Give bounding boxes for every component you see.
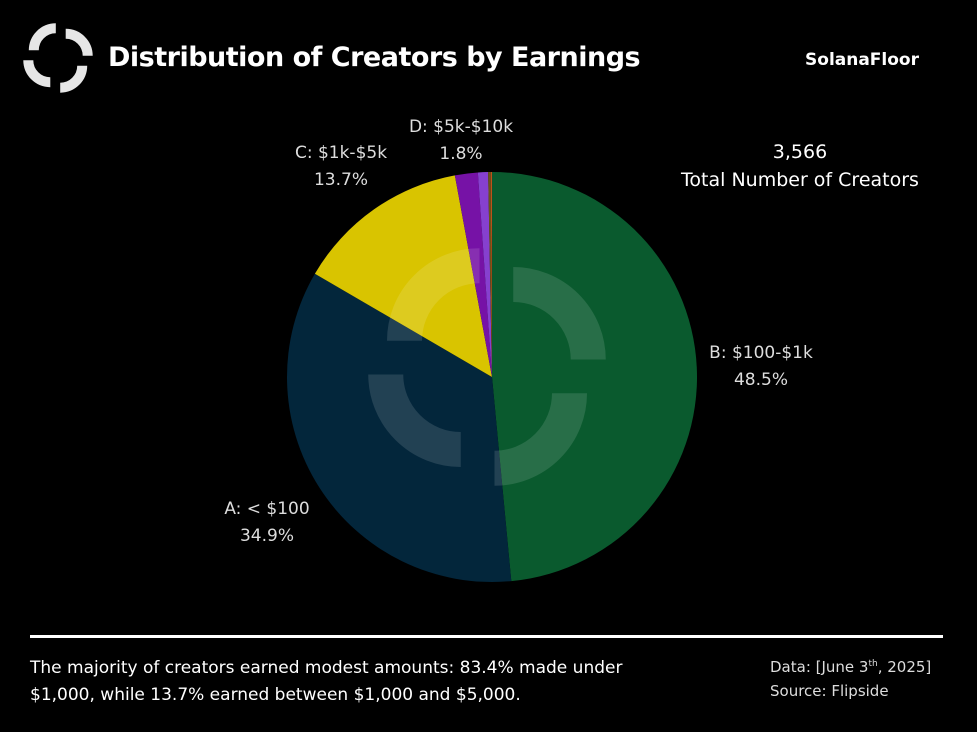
slice-label-d: D: $5k-$10k 1.8% [408, 117, 514, 164]
footer-note: The majority of creators earned modest a… [30, 658, 623, 705]
total-label: Total Number of Creators [681, 169, 919, 191]
pie-slice-5 [488, 172, 492, 377]
slice-label-a: A: < $100 34.9% [224, 499, 310, 546]
logo-arc [387, 248, 481, 342]
slice-label-c: C: $1k-$5k 13.7% [294, 143, 388, 190]
logo-arc [493, 392, 587, 486]
slice-label-b: B: $100-$1k 48.5% [709, 343, 813, 390]
pie-slice-2 [314, 175, 492, 377]
chart-title: Distribution of Creators by Earnings [108, 42, 641, 73]
data-source: Data: [June 3th, 2025] Source: Flipside [770, 652, 931, 703]
watermark-logo-icon [368, 248, 606, 486]
source-name: Source: Flipside [770, 682, 889, 700]
logo-arc [512, 267, 606, 361]
pie-slice-4 [477, 172, 492, 377]
pie-slice-1 [286, 273, 512, 582]
divider [30, 635, 943, 638]
brand-name: SolanaFloor [805, 50, 919, 70]
solanafloor-logo-icon [23, 23, 93, 93]
pie-chart [286, 171, 698, 582]
logo-arc [368, 373, 462, 467]
data-date: Data: [June 3th, 2025] [770, 658, 932, 676]
pie-slice-0 [492, 171, 698, 582]
logo-arc [28, 23, 57, 51]
logo-arc [59, 65, 88, 93]
logo-arc [23, 59, 51, 88]
total-value: 3,566 [772, 141, 828, 163]
pie-slice-3 [454, 172, 492, 377]
total-creators: 3,566 Total Number of Creators [660, 138, 940, 194]
pie-slice-6 [490, 172, 492, 377]
logo-arc [65, 28, 93, 57]
